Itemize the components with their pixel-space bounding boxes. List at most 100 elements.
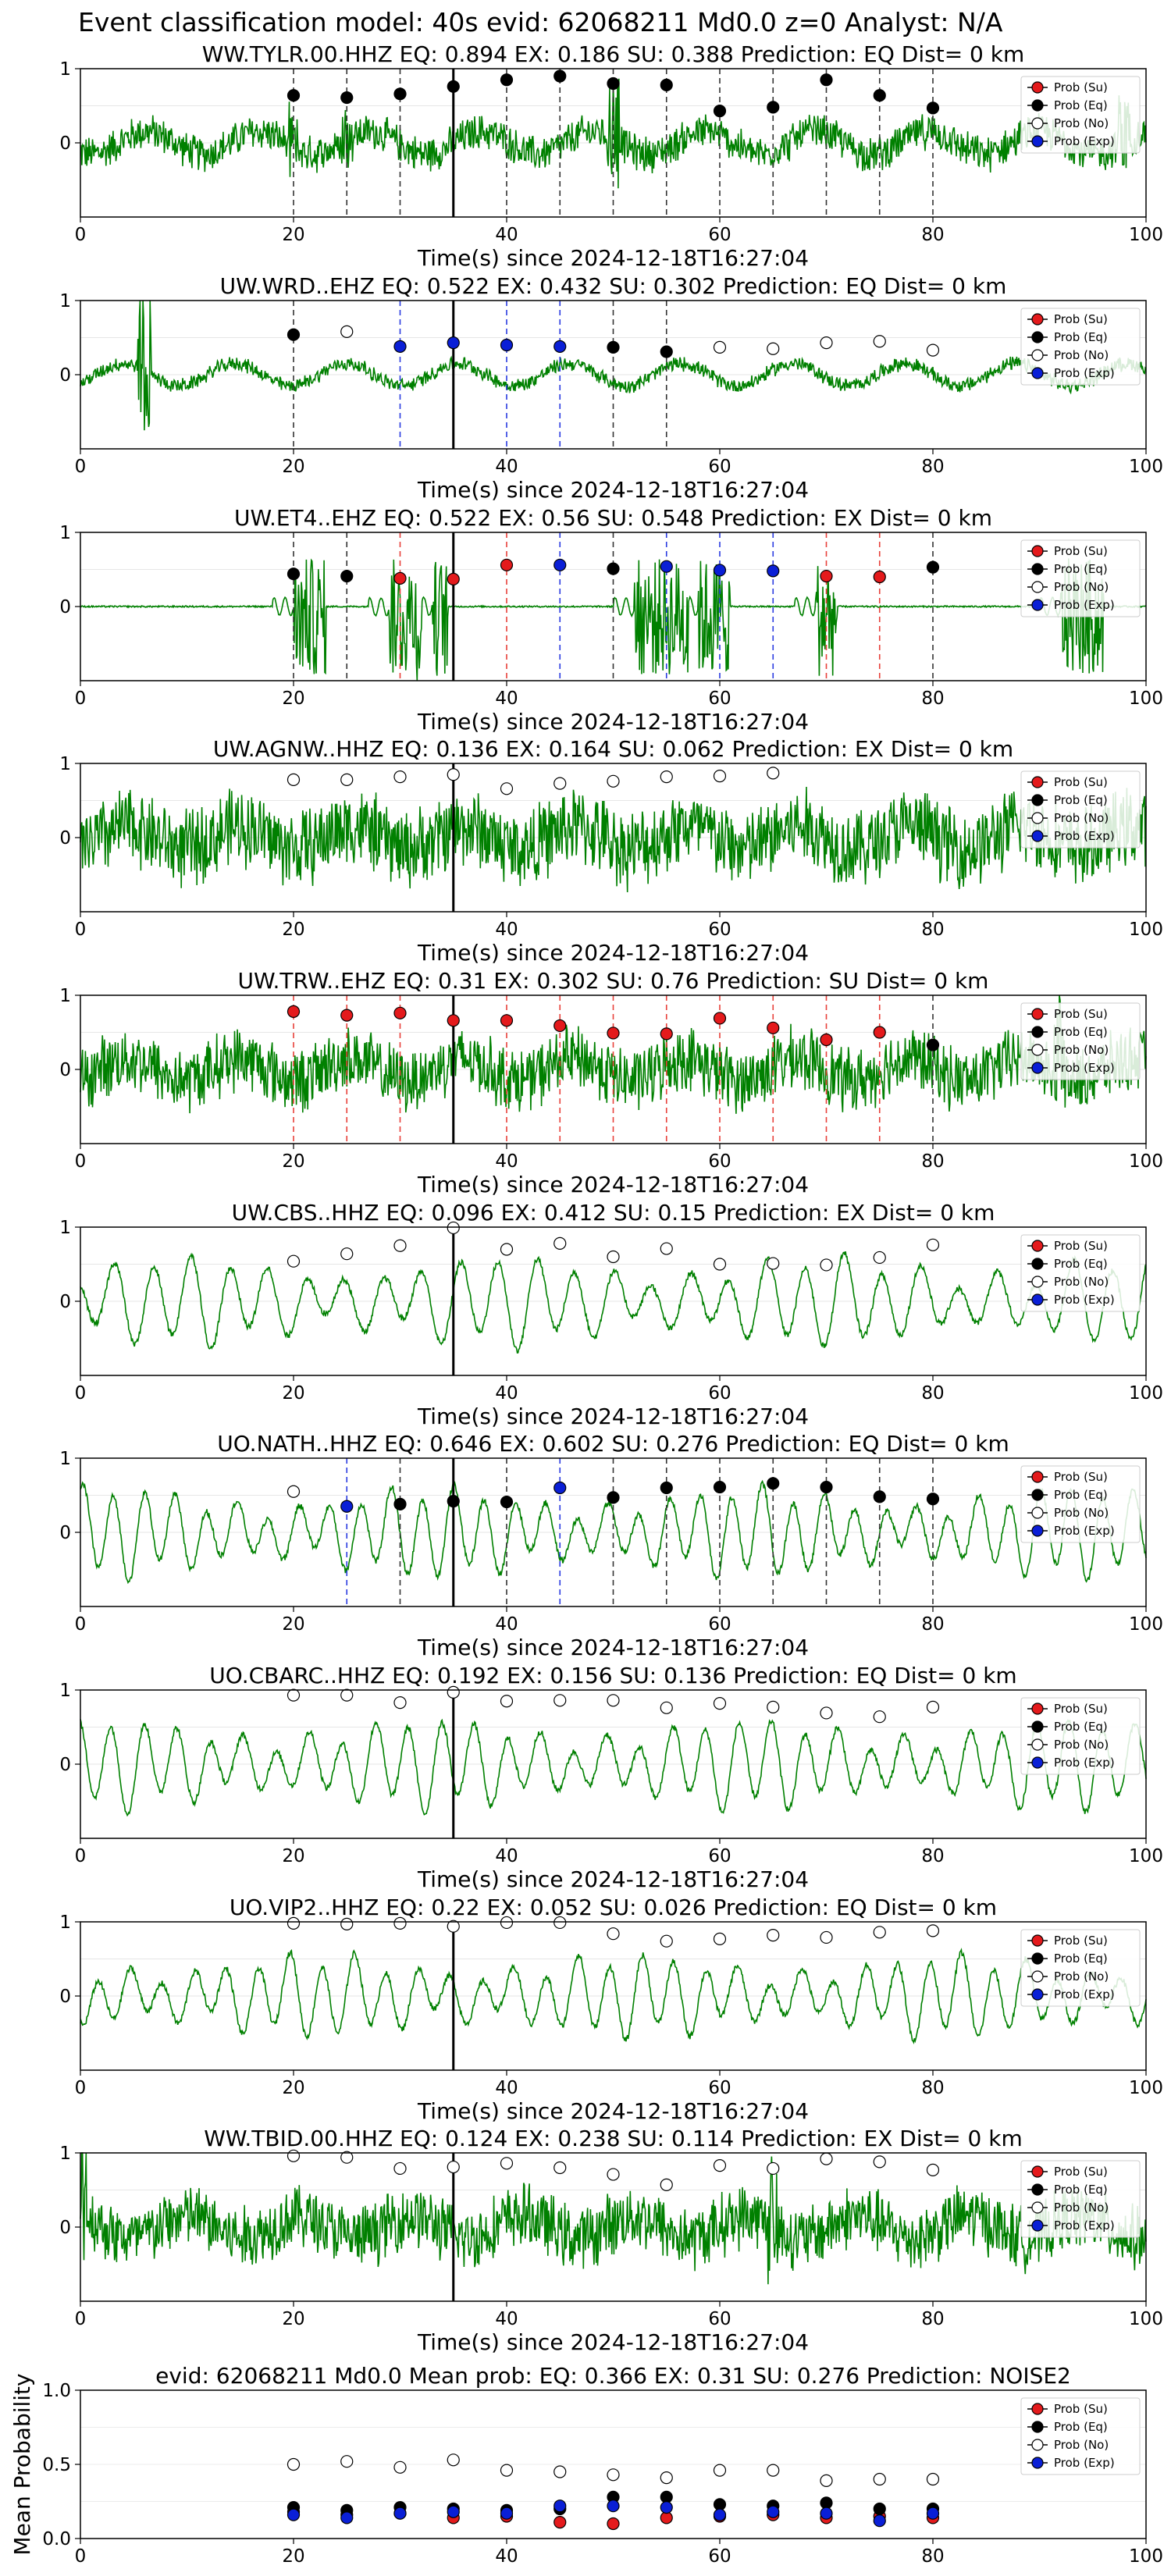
legend-marker-su xyxy=(1031,776,1044,788)
legend-marker-eq xyxy=(1031,2183,1044,2196)
legend-label-eq: Prob (Eq) xyxy=(1054,330,1108,344)
legend-marker-no xyxy=(1031,1738,1044,1751)
panel-8: UO.CBARC..HHZ EQ: 0.192 EX: 0.156 SU: 0.… xyxy=(59,1663,1163,1892)
legend-frame xyxy=(1020,1697,1141,1775)
x-tick-label: 20 xyxy=(282,1383,304,1404)
prob-marker-no xyxy=(713,1697,727,1710)
x-axis-label: Time(s) since 2024-12-18T16:27:04 xyxy=(417,1866,809,1892)
y-tick-label: 0.0 xyxy=(42,2529,71,2549)
prob-marker-no xyxy=(607,2168,620,2181)
legend: Prob (Su) Prob (Eq) Prob (No) Prob (Exp) xyxy=(1020,2397,1141,2475)
y-tick-label: 0 xyxy=(59,828,71,849)
legend: Prob (Su) Prob (Eq) Prob (No) Prob (Exp) xyxy=(1020,76,1141,154)
prob-marker-exp xyxy=(553,340,567,353)
y-tick-label: 1 xyxy=(59,1912,71,1933)
prob-marker-no xyxy=(340,1917,354,1930)
x-tick-label: 100 xyxy=(1129,225,1163,245)
prob-marker-exp xyxy=(767,564,780,578)
x-tick-label: 20 xyxy=(282,225,304,245)
mean-marker-exp xyxy=(767,2505,780,2518)
prob-marker-exp xyxy=(447,336,460,350)
legend-frame xyxy=(1020,770,1141,849)
prob-marker-su xyxy=(393,571,407,585)
panel-title: WW.TYLR.00.HHZ EQ: 0.894 EX: 0.186 SU: 0… xyxy=(202,41,1025,67)
prob-marker-exp xyxy=(713,564,727,577)
prob-marker-eq xyxy=(873,89,886,102)
prob-marker-eq xyxy=(820,1480,833,1494)
x-tick-label: 20 xyxy=(282,2078,304,2098)
x-tick-label: 60 xyxy=(708,1151,731,1172)
mean-marker-exp xyxy=(287,2508,301,2521)
prob-marker-su xyxy=(500,1014,514,1027)
prob-marker-no xyxy=(287,1688,301,1702)
panel-title: UW.TRW..EHZ EQ: 0.31 EX: 0.302 SU: 0.76 … xyxy=(238,968,989,994)
x-tick-label: 80 xyxy=(921,1151,944,1172)
prob-marker-eq xyxy=(607,562,620,575)
prob-marker-eq xyxy=(926,1493,940,1506)
y-tick-label: 0 xyxy=(59,133,71,154)
legend: Prob (Su) Prob (Eq) Prob (No) Prob (Exp) xyxy=(1020,2160,1141,2238)
legend-label-exp: Prob (Exp) xyxy=(1054,1987,1115,2001)
prob-marker-no xyxy=(767,2161,780,2176)
legend-label-exp: Prob (Exp) xyxy=(1054,829,1115,843)
y-tick-label: 1 xyxy=(59,291,71,311)
mean-marker-exp xyxy=(340,2511,354,2524)
x-tick-label: 20 xyxy=(282,2546,304,2567)
legend-marker-no xyxy=(1031,1044,1044,1056)
prob-marker-eq xyxy=(500,1495,514,1509)
prob-marker-eq xyxy=(447,1494,460,1508)
y-tick-label: 1 xyxy=(59,59,71,80)
prob-marker-no xyxy=(447,768,460,781)
legend-label-eq: Prob (Eq) xyxy=(1054,98,1108,112)
legend-marker-exp xyxy=(1031,830,1044,842)
mean-marker-exp xyxy=(873,2514,886,2528)
legend-label-no: Prob (No) xyxy=(1054,1738,1109,1752)
x-tick-label: 20 xyxy=(282,688,304,709)
prob-marker-eq xyxy=(340,569,354,583)
prob-marker-no xyxy=(660,2178,673,2191)
legend-label-no: Prob (No) xyxy=(1054,348,1109,362)
legend-marker-eq xyxy=(1031,563,1044,575)
prob-marker-eq xyxy=(287,568,301,581)
x-tick-label: 80 xyxy=(921,1383,944,1404)
legend: Prob (Su) Prob (Eq) Prob (No) Prob (Exp) xyxy=(1020,1002,1141,1080)
mean-marker-no xyxy=(340,2455,354,2468)
prob-marker-eq xyxy=(500,73,514,87)
legend-marker-exp xyxy=(1031,1062,1044,1074)
prob-marker-no xyxy=(500,1695,514,1708)
mean-marker-no xyxy=(767,2464,780,2477)
prob-marker-no xyxy=(660,1242,673,1255)
prob-marker-eq xyxy=(447,80,460,93)
prob-marker-no xyxy=(607,1250,620,1264)
legend-label-eq: Prob (Eq) xyxy=(1054,793,1108,807)
prob-marker-exp xyxy=(500,338,514,352)
x-tick-label: 100 xyxy=(1129,457,1163,477)
legend-marker-eq xyxy=(1031,99,1044,112)
x-tick-label: 0 xyxy=(75,1151,87,1172)
legend-marker-exp xyxy=(1031,1988,1044,2001)
x-tick-label: 0 xyxy=(75,688,87,709)
prob-marker-no xyxy=(713,2159,727,2172)
mean-marker-no xyxy=(713,2464,727,2477)
prob-marker-no xyxy=(873,2155,886,2169)
prob-marker-eq xyxy=(393,87,407,101)
figure-suptitle: Event classification model: 40s evid: 62… xyxy=(78,7,1003,37)
legend-label-eq: Prob (Eq) xyxy=(1054,1025,1108,1039)
prob-marker-no xyxy=(926,1700,940,1713)
x-tick-label: 80 xyxy=(921,2546,944,2567)
legend-frame xyxy=(1020,308,1141,386)
prob-marker-su xyxy=(607,1026,620,1040)
mean-marker-exp xyxy=(393,2507,407,2520)
prob-marker-no xyxy=(820,1930,833,1944)
prob-marker-no xyxy=(926,343,940,357)
prob-marker-no xyxy=(873,335,886,348)
prob-marker-no xyxy=(767,1700,780,1713)
panel-9: UO.VIP2..HHZ EQ: 0.22 EX: 0.052 SU: 0.02… xyxy=(59,1895,1163,2124)
y-tick-label: 1 xyxy=(59,754,71,774)
y-tick-label: 0 xyxy=(59,1060,71,1080)
prob-marker-su xyxy=(767,1021,780,1034)
prob-marker-exp xyxy=(393,340,407,353)
x-tick-label: 100 xyxy=(1129,688,1163,709)
prob-marker-no xyxy=(660,1701,673,1714)
y-tick-label: 0 xyxy=(59,2218,71,2238)
